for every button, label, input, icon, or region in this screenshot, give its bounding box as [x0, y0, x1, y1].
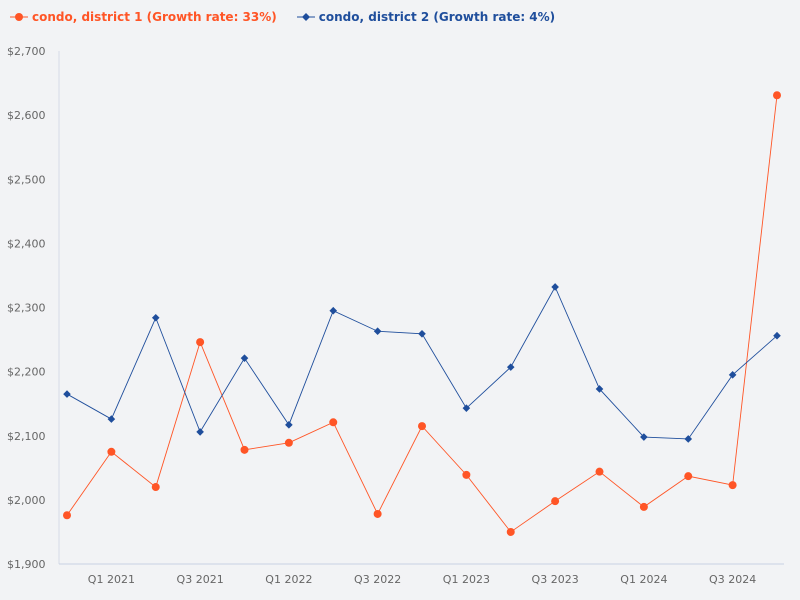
series-2: [63, 283, 781, 443]
data-point: [684, 472, 693, 481]
circle-marker-icon: [10, 13, 28, 21]
series-line: [66, 285, 778, 440]
y-tick-label: $2,400: [7, 237, 46, 250]
data-point: [595, 467, 604, 476]
data-point: [728, 481, 737, 490]
x-tick-label: Q3 2023: [532, 573, 579, 586]
x-tick-label: Q1 2022: [265, 573, 312, 586]
y-tick-label: $2,500: [7, 173, 46, 186]
data-point: [240, 445, 249, 454]
data-point: [107, 415, 116, 423]
data-point: [329, 306, 338, 315]
data-point: [728, 371, 737, 379]
data-point: [240, 354, 249, 362]
x-tick-label: Q1 2023: [443, 573, 490, 586]
y-tick-label: $2,700: [7, 45, 46, 58]
data-point: [373, 327, 382, 336]
data-point: [773, 91, 781, 100]
data-point: [506, 363, 515, 371]
data-point: [373, 509, 382, 518]
data-point: [551, 283, 559, 291]
legend-label: condo, district 2 (Growth rate: 4%): [318, 10, 556, 24]
x-tick-label: Q3 2021: [177, 573, 224, 586]
y-tick-label: $2,000: [7, 494, 46, 507]
series-1: [63, 91, 781, 536]
x-tick-label: Q3 2024: [709, 573, 756, 586]
data-point: [595, 385, 604, 393]
data-point: [418, 422, 426, 431]
data-point: [684, 435, 693, 443]
data-point: [284, 438, 293, 447]
legend-label: condo, district 1 (Growth rate: 33%): [32, 10, 277, 24]
data-point: [506, 527, 515, 536]
diamond-marker-icon: [296, 13, 315, 21]
data-point: [63, 511, 71, 520]
data-point: [63, 390, 71, 398]
y-tick-label: $1,900: [7, 558, 46, 571]
legend: condo, district 1 (Growth rate: 33%) con…: [10, 10, 555, 24]
data-point: [107, 447, 116, 456]
legend-item-district-2[interactable]: condo, district 2 (Growth rate: 4%): [296, 10, 556, 24]
data-point: [196, 338, 205, 347]
data-point: [329, 418, 338, 427]
data-point: [773, 331, 781, 340]
y-tick-label: $2,600: [7, 109, 46, 122]
series-line: [66, 95, 778, 533]
x-tick-label: Q1 2024: [620, 573, 667, 586]
y-tick-label: $2,200: [7, 366, 46, 379]
data-point: [462, 470, 471, 479]
data-point: [418, 329, 426, 338]
x-tick-label: Q3 2022: [354, 573, 401, 586]
data-point: [285, 421, 293, 429]
data-point: [462, 404, 471, 412]
data-point: [196, 428, 204, 436]
data-point: [151, 483, 160, 492]
data-point: [640, 433, 648, 441]
y-tick-label: $2,300: [7, 302, 46, 315]
data-point: [151, 313, 160, 322]
legend-item-district-1[interactable]: condo, district 1 (Growth rate: 33%): [10, 10, 277, 24]
data-point: [639, 502, 648, 511]
y-tick-label: $2,100: [7, 430, 46, 443]
data-point: [551, 497, 560, 506]
x-tick-label: Q1 2021: [88, 573, 135, 586]
